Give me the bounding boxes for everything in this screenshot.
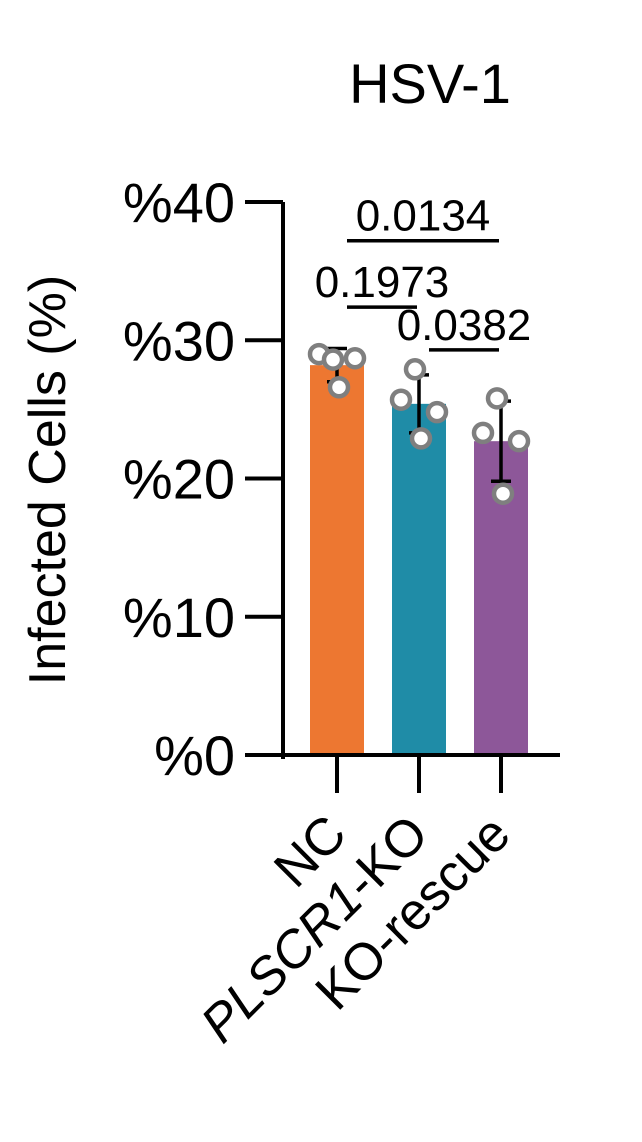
bar-1 [392,403,446,755]
chart-title: HSV-1 [349,52,511,115]
plot-area: %0%10%20%30%40NCPLSCR1-KOKO-rescue0.0134… [123,171,560,1054]
data-point-2-0 [471,421,495,445]
y-tick-label-0: %0 [154,724,235,787]
y-tick-label-3: %30 [123,309,235,372]
data-point-0-3 [327,376,351,399]
data-point-2-3 [491,482,515,505]
comparison-label-1: 0.1973 [315,258,450,307]
data-point-0-1 [321,348,345,371]
comparison-label-2: 0.0382 [397,301,532,350]
data-point-1-2 [425,400,449,424]
data-point-2-2 [507,429,531,453]
data-point-1-0 [389,388,413,411]
data-point-2-1 [485,387,509,410]
comparison-label-0: 0.0134 [356,192,491,241]
data-point-0-2 [343,346,367,370]
y-tick-label-4: %40 [123,171,235,234]
y-tick-label-1: %10 [123,586,235,649]
bar-0 [310,365,364,755]
data-point-1-1 [403,358,427,381]
data-point-1-3 [409,427,433,450]
y-axis-label: Infected Cells (%) [19,275,77,685]
y-tick-label-2: %20 [123,448,235,511]
